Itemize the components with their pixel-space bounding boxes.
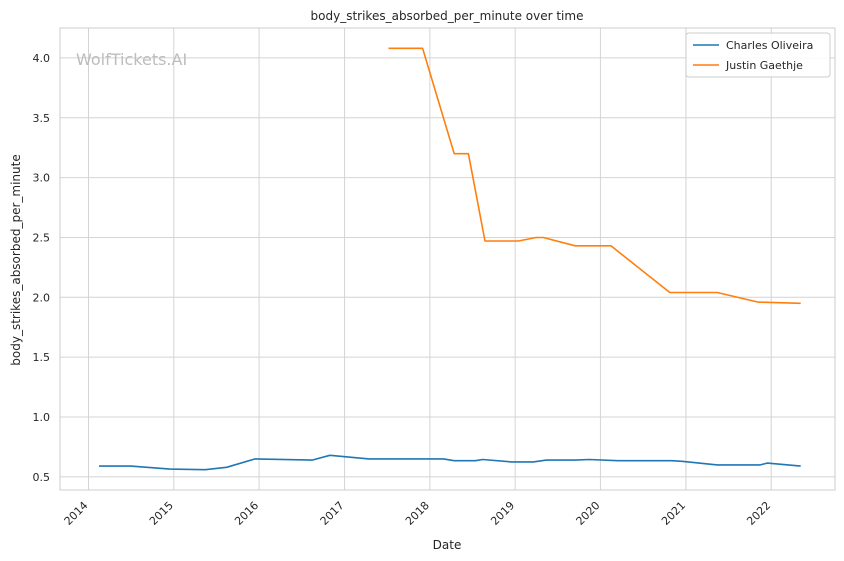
- x-axis-title: Date: [433, 538, 462, 552]
- legend-label-charles-oliveira: Charles Oliveira: [726, 39, 813, 52]
- y-axis-title: body_strikes_absorbed_per_minute: [9, 154, 23, 365]
- y-tick-label: 3.5: [33, 112, 51, 125]
- y-tick-label: 2.5: [33, 231, 51, 244]
- series-line-charles-oliveira: [99, 454, 801, 471]
- plot-frame: [59, 27, 836, 491]
- legend-box: [685, 32, 831, 78]
- legend: Charles Oliveira Justin Gaethje: [685, 32, 831, 78]
- y-tick-label: 2.0: [33, 291, 51, 304]
- grid: [60, 28, 835, 490]
- y-tick-label: 1.5: [33, 351, 51, 364]
- legend-label-justin-gaethje: Justin Gaethje: [725, 59, 803, 72]
- y-tick-label: 4.0: [33, 52, 51, 65]
- y-axis-ticks: 0.5 1.0 1.5 2.0 2.5 3.0 3.5 4.0: [33, 52, 51, 484]
- y-tick-label: 0.5: [33, 471, 51, 484]
- watermark-text: WolfTickets.AI: [76, 50, 187, 69]
- y-tick-label: 3.0: [33, 172, 51, 185]
- series-line-justin-gaethje: [388, 47, 801, 305]
- y-tick-label: 1.0: [33, 411, 51, 424]
- series-lines: [99, 47, 801, 471]
- chart-title: body_strikes_absorbed_per_minute over ti…: [311, 9, 584, 23]
